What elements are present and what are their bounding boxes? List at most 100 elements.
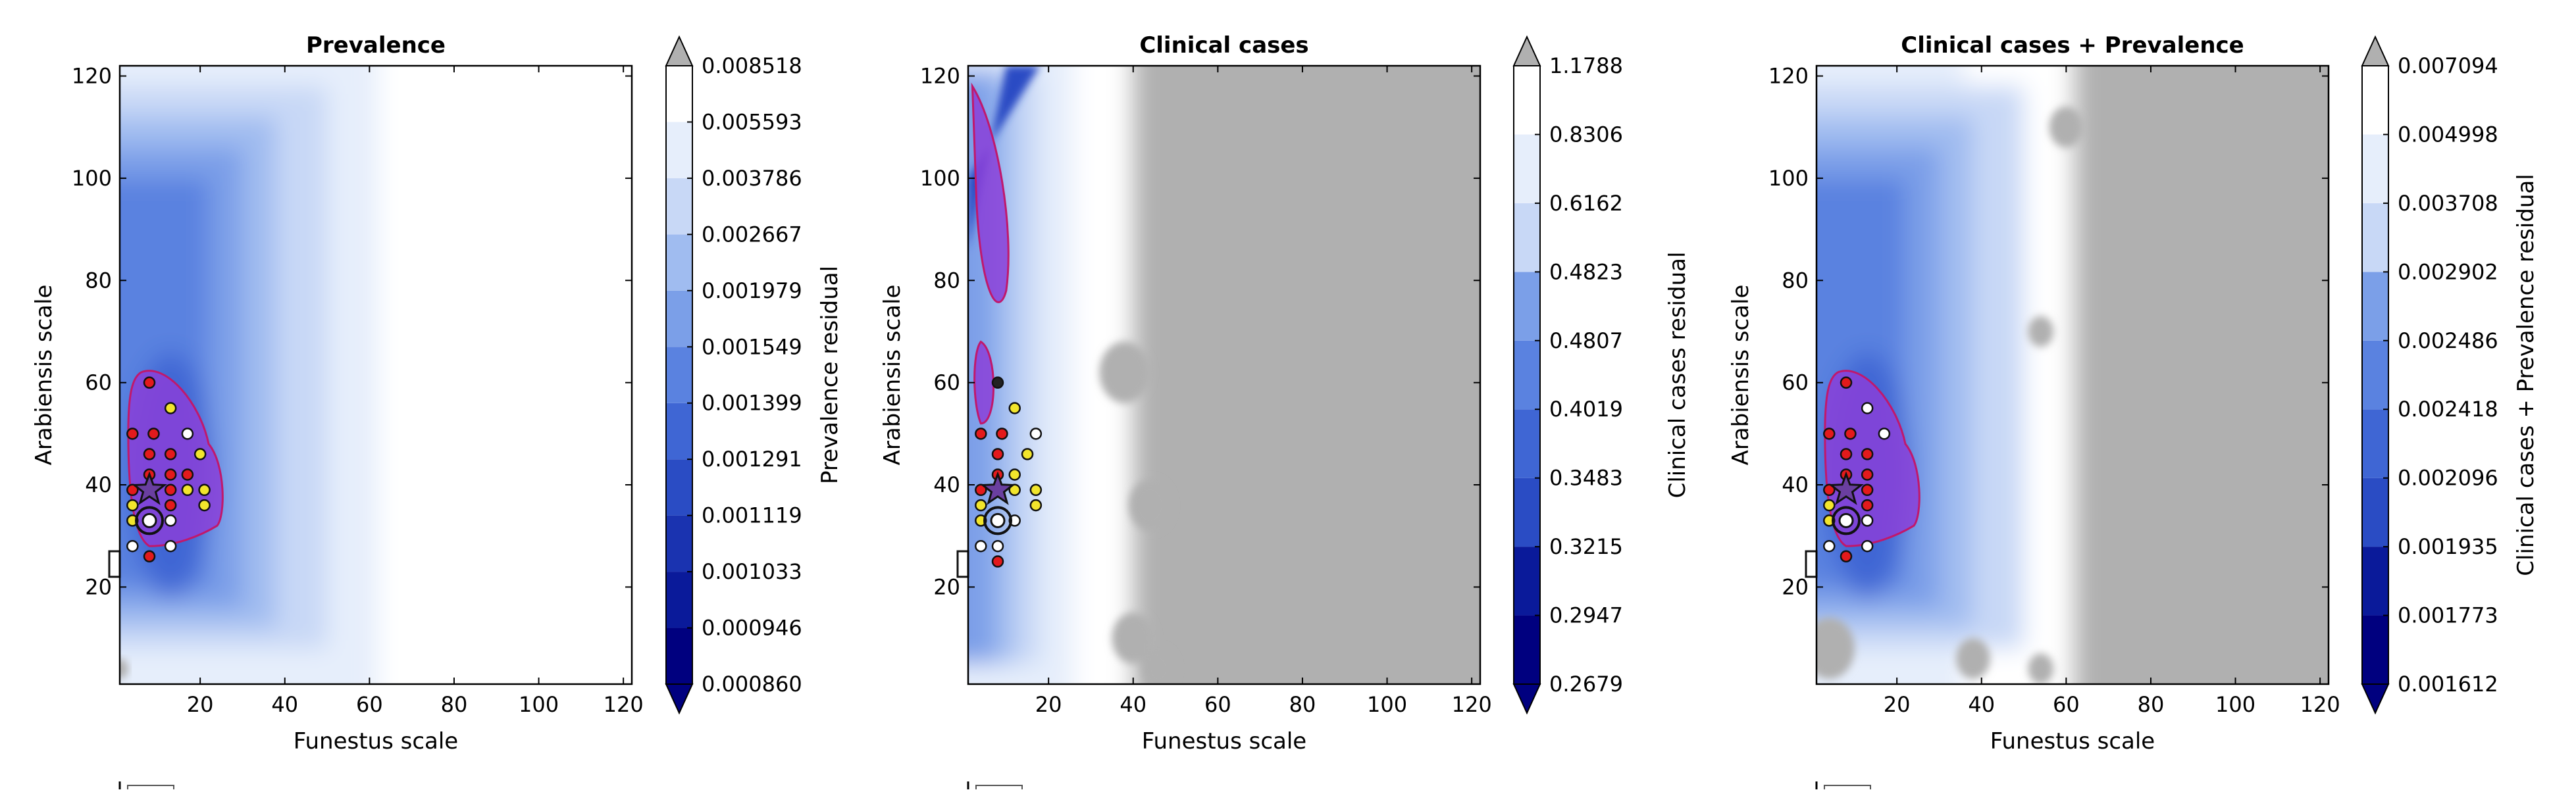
colorbar-frame bbox=[665, 65, 693, 685]
colorbar-tick-label: 0.2947 bbox=[1549, 603, 1623, 628]
colorbar-tick-label: 0.004998 bbox=[2398, 122, 2498, 147]
scatter-point bbox=[1823, 514, 1836, 527]
edge-marker bbox=[1805, 550, 1818, 578]
x-tick-label: 60 bbox=[356, 692, 383, 717]
colorbar-segment bbox=[666, 628, 692, 684]
scatter-point bbox=[1861, 499, 1874, 512]
scatter-point bbox=[975, 499, 987, 512]
star-marker bbox=[980, 471, 1016, 505]
colorbar-tick-label: 0.007094 bbox=[2398, 53, 2498, 78]
legend-stub bbox=[127, 785, 174, 792]
colorbar-tick-label: 0.002096 bbox=[2398, 466, 2498, 491]
contour-field bbox=[120, 66, 632, 684]
x-tick-label: 120 bbox=[2300, 692, 2340, 717]
colorbar-tick-label: 0.2679 bbox=[1549, 672, 1623, 697]
y-tick-label: 120 bbox=[1768, 64, 1809, 89]
colorbar-frame bbox=[1513, 65, 1541, 685]
x-tick-label: 80 bbox=[2138, 692, 2165, 717]
colorbar-extend-min bbox=[1512, 683, 1541, 715]
colorbar-tick-label: 0.8306 bbox=[1549, 122, 1623, 147]
scatter-point bbox=[1029, 483, 1043, 497]
scatter-point bbox=[164, 499, 177, 512]
scatter-point bbox=[975, 539, 987, 553]
scatter-point bbox=[143, 376, 156, 389]
scatter-point bbox=[1840, 448, 1853, 460]
colorbar-extend-max bbox=[2361, 35, 2390, 66]
colorbar-tick-label: 0.001033 bbox=[702, 559, 802, 584]
chart-title: Clinical cases bbox=[1139, 32, 1308, 59]
edge-marker bbox=[956, 550, 969, 578]
scatter-point bbox=[181, 483, 194, 497]
y-axis-label: Arabiensis scale bbox=[31, 285, 57, 466]
colorbar-segment bbox=[666, 122, 692, 178]
scatter-point bbox=[164, 514, 177, 527]
y-tick-label: 40 bbox=[85, 472, 112, 497]
x-tick-label: 80 bbox=[441, 692, 468, 717]
colorbar-label: Clinical cases + Prevalence residual bbox=[2513, 174, 2539, 576]
colorbar-tick-label: 0.000946 bbox=[702, 616, 802, 641]
colorbar-tick-label: 0.4823 bbox=[1549, 259, 1623, 284]
scatter-point bbox=[1840, 376, 1853, 389]
scatter-point bbox=[1861, 514, 1874, 527]
colorbar-segment bbox=[666, 347, 692, 403]
colorbar-tick-label: 0.002486 bbox=[2398, 328, 2498, 353]
colorbar-segment bbox=[1514, 409, 1540, 478]
scatter-point bbox=[1823, 428, 1836, 440]
x-tick-label: 80 bbox=[1289, 692, 1316, 717]
colorbar-tick-label: 0.005593 bbox=[702, 109, 802, 134]
y-tick-label: 100 bbox=[72, 166, 112, 191]
colorbar-segment bbox=[2362, 409, 2388, 478]
y-tick-label: 20 bbox=[933, 574, 960, 599]
colorbar-tick-label: 0.001979 bbox=[702, 278, 802, 303]
ring-marker bbox=[983, 506, 1013, 535]
colorbar-tick-label: 0.001291 bbox=[702, 447, 802, 472]
y-tick-label: 20 bbox=[1782, 574, 1809, 599]
ring-marker-center bbox=[1838, 512, 1854, 528]
scatter-point bbox=[164, 402, 177, 414]
colorbar-segment bbox=[1514, 615, 1540, 684]
colorbar-extend-max bbox=[1512, 35, 1541, 66]
minimum-region bbox=[971, 82, 1010, 303]
colorbar: 0.001612 0.001773 0.001935 0.002096 0.002418… bbox=[2361, 35, 2539, 715]
x-tick-label: 40 bbox=[1120, 692, 1146, 717]
scatter-point bbox=[164, 483, 177, 497]
colorbar-segment bbox=[1514, 547, 1540, 616]
colorbar-segment bbox=[1514, 272, 1540, 341]
field-bands bbox=[120, 66, 632, 684]
colorbar-tick-label: 0.001935 bbox=[2398, 534, 2498, 559]
y-tick-label: 100 bbox=[1768, 166, 1809, 191]
scatter-point bbox=[1861, 483, 1874, 497]
scatter-point bbox=[1008, 402, 1021, 414]
colorbar-segment bbox=[1514, 340, 1540, 410]
scatter-point bbox=[126, 514, 139, 527]
scatter-point bbox=[164, 448, 177, 460]
ring-marker bbox=[1832, 506, 1861, 535]
scatter-point bbox=[198, 483, 211, 497]
colorbar-segment bbox=[1514, 478, 1540, 547]
colorbar-tick-label: 1.1788 bbox=[1549, 53, 1623, 78]
x-tick-label: 20 bbox=[1884, 692, 1911, 717]
scatter-point bbox=[181, 468, 194, 481]
scatter-point bbox=[126, 539, 139, 553]
colorbar-segment bbox=[666, 290, 692, 347]
colorbar-tick-label: 0.001773 bbox=[2398, 603, 2498, 628]
scatter-point bbox=[991, 555, 1004, 568]
colorbar-segment bbox=[1514, 66, 1540, 135]
colorbar-tick-label: 0.008518 bbox=[702, 53, 802, 78]
x-axis-label: Funestus scale bbox=[1990, 728, 2155, 755]
y-axis-label: Arabiensis scale bbox=[1728, 285, 1754, 466]
contour-field bbox=[1816, 66, 2329, 684]
field-patches bbox=[120, 658, 128, 680]
scatter-point bbox=[1861, 468, 1874, 481]
colorbar-tick-label: 0.6162 bbox=[1549, 191, 1623, 216]
colorbar-tick-label: 0.001399 bbox=[702, 391, 802, 416]
scatter-point bbox=[198, 499, 211, 512]
ring-marker bbox=[135, 506, 165, 535]
colorbar-segment bbox=[2362, 340, 2388, 410]
y-tick-label: 80 bbox=[933, 268, 960, 293]
colorbar-extend-min bbox=[665, 683, 694, 715]
colorbar-segment bbox=[1514, 203, 1540, 272]
colorbar-segment bbox=[2362, 615, 2388, 684]
scatter-point bbox=[147, 428, 160, 440]
